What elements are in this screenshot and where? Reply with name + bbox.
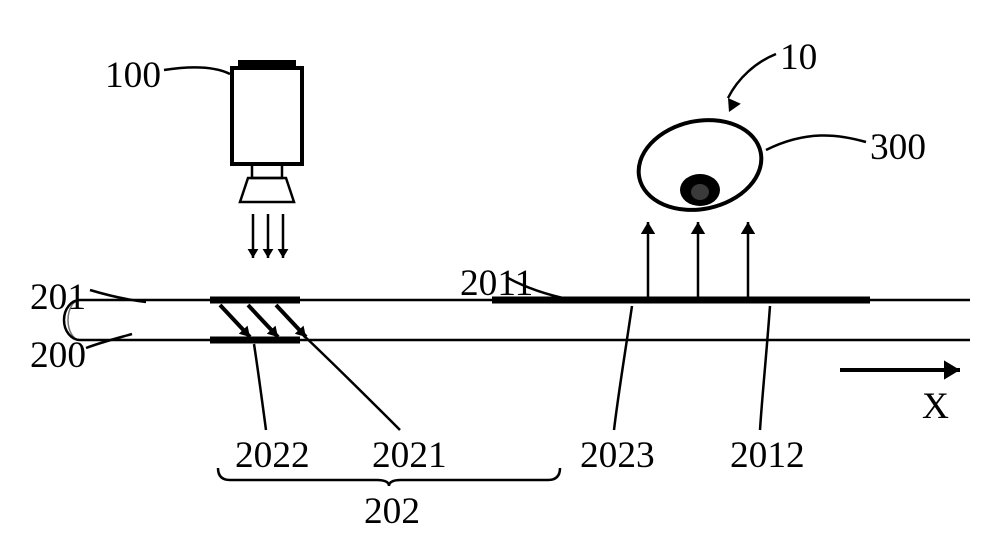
label-10: 10 — [780, 36, 817, 79]
label-2011: 2011 — [460, 262, 533, 305]
label-200: 200 — [30, 334, 86, 377]
label-2022: 2022 — [235, 434, 310, 477]
eye-group — [630, 109, 770, 221]
diagram-stage: 101003002011201200X2022202120232012202 — [0, 0, 1000, 521]
label-2023: 2023 — [580, 434, 655, 477]
label-202: 202 — [364, 490, 420, 533]
label-2012: 2012 — [730, 434, 805, 477]
label-2021: 2021 — [372, 434, 447, 477]
label-X: X — [922, 385, 949, 428]
label-100: 100 — [105, 54, 161, 97]
label-201: 201 — [30, 276, 86, 319]
label-300: 300 — [870, 126, 926, 169]
